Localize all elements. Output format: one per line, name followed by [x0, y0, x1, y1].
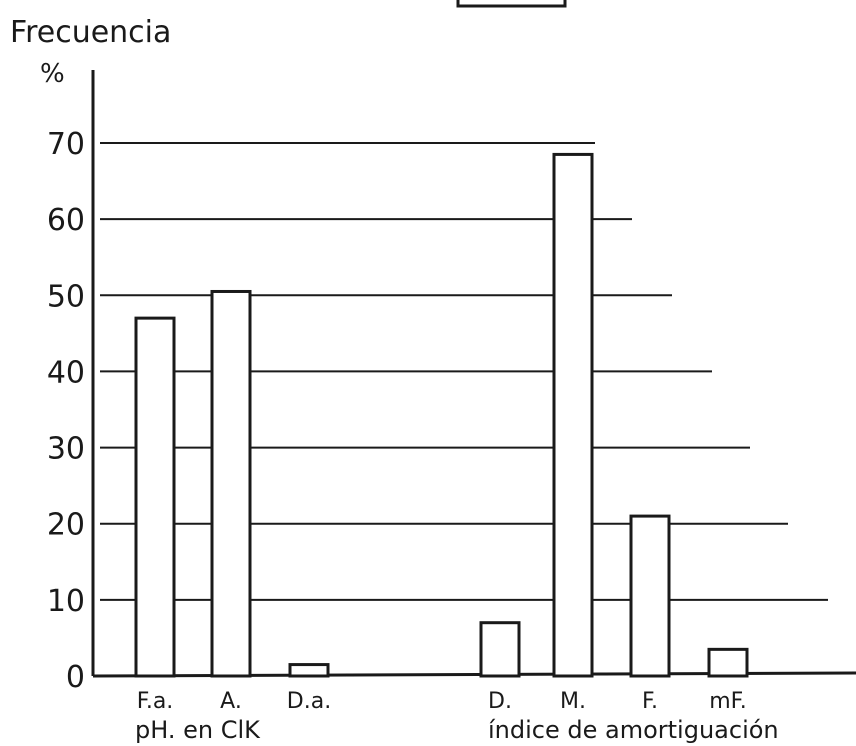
bar-d [479, 621, 521, 678]
x-tick-labels: F.a. A. D.a. D. M. F. mF. [137, 689, 747, 714]
bar-a [210, 289, 252, 678]
x-tick-label: F. [642, 689, 658, 714]
top-box-fragment [456, 0, 567, 8]
bar-f [629, 514, 671, 678]
y-tick-labels: 0 10 20 30 40 50 60 70 [47, 127, 85, 695]
y-tick-label: 60 [47, 203, 85, 238]
y-tick-label: 0 [66, 660, 85, 695]
y-tick-label: 30 [47, 432, 85, 467]
x-tick-label: D. [488, 689, 512, 714]
x-tick-label: A. [220, 689, 242, 714]
y-tick-label: 20 [47, 508, 85, 543]
x-tick-label: D.a. [287, 689, 331, 714]
bar-mf [707, 647, 749, 678]
group-label-amortiguacion: índice de amortiguación [488, 716, 779, 744]
y-axis-title: Frecuencia [10, 15, 171, 50]
y-tick-label: 10 [47, 584, 85, 619]
gridlines [100, 142, 828, 601]
y-tick-label: 70 [47, 127, 85, 162]
bar-fa [134, 316, 176, 678]
group-label-ph: pH. en ClK [135, 716, 261, 744]
x-tick-label: F.a. [137, 689, 174, 714]
y-tick-label: 40 [47, 355, 85, 390]
bars [134, 152, 749, 678]
x-tick-label: M. [560, 689, 586, 714]
y-tick-label: 50 [47, 279, 85, 314]
bar-m [552, 152, 594, 678]
bar-da [288, 663, 330, 678]
x-tick-label: mF. [709, 689, 747, 714]
y-axis-unit: % [40, 59, 65, 89]
